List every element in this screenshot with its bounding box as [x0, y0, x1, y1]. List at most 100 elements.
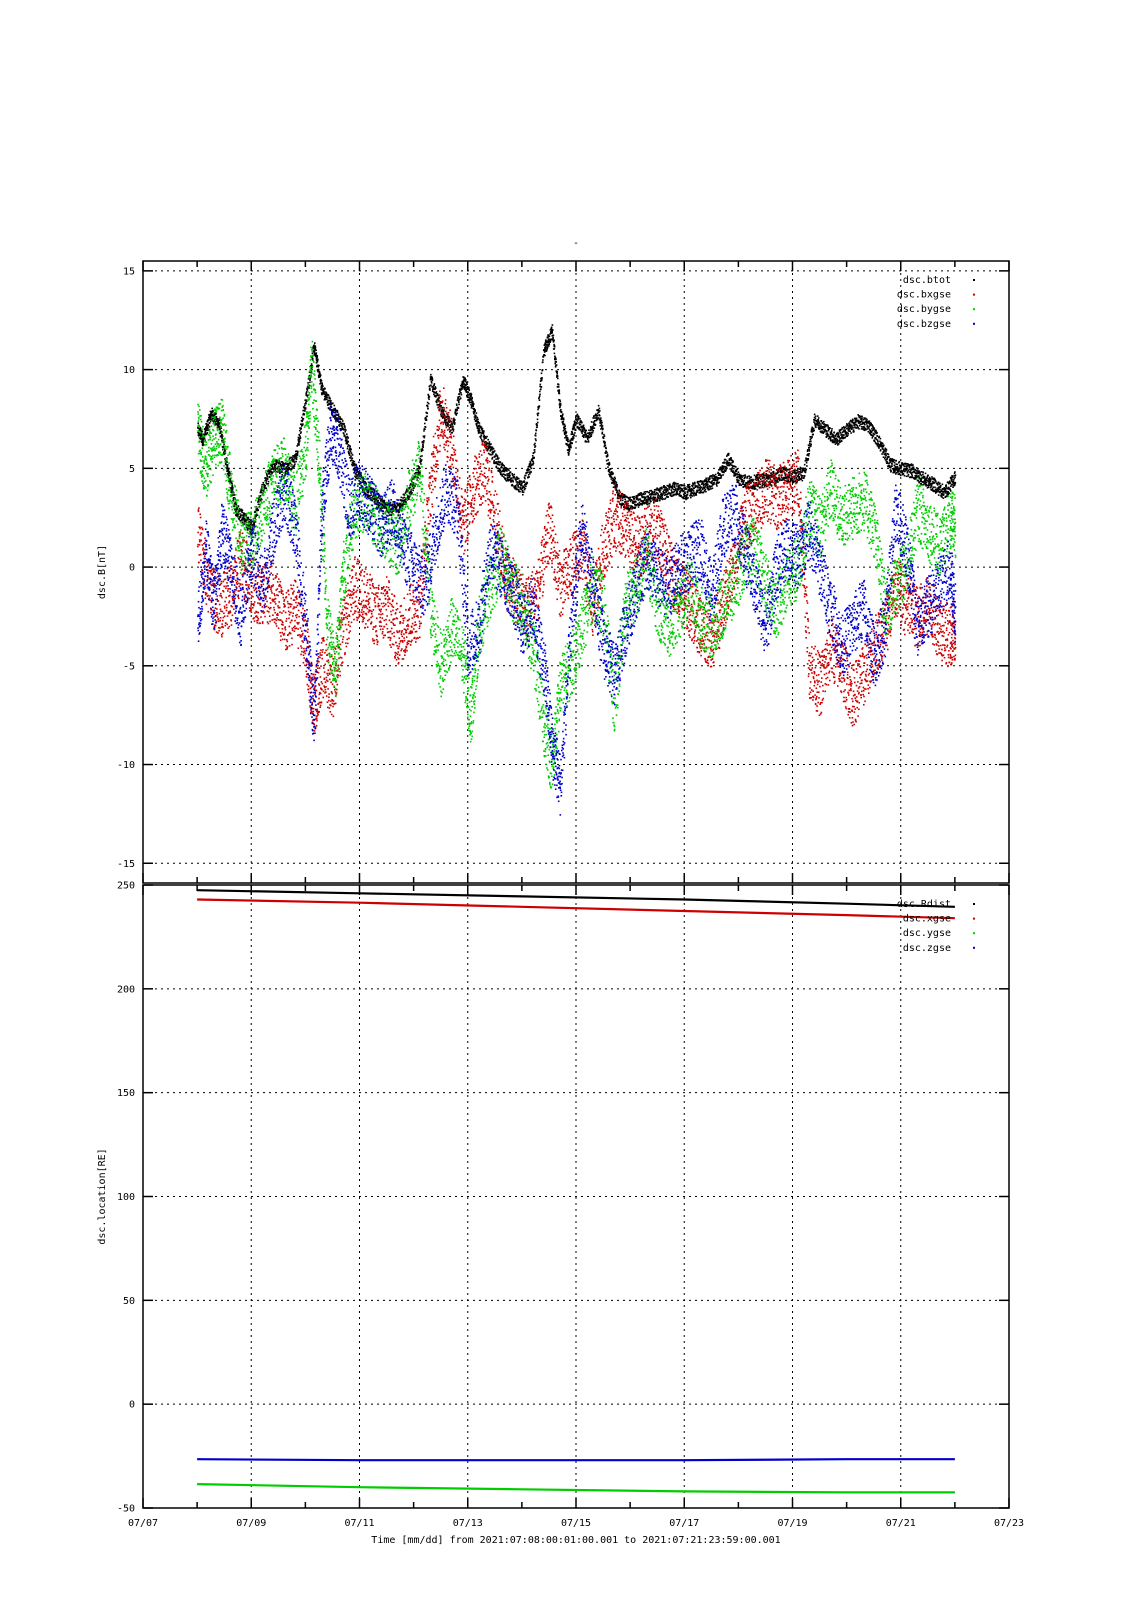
data-point	[197, 422, 199, 424]
data-point	[720, 476, 722, 478]
data-point	[569, 449, 571, 451]
data-point	[852, 427, 854, 429]
data-point	[268, 483, 270, 485]
data-point	[431, 382, 433, 384]
data-point	[656, 487, 658, 489]
data-point	[229, 473, 231, 475]
data-point	[653, 502, 655, 504]
data-point	[500, 461, 502, 463]
data-point	[665, 494, 667, 496]
data-point	[730, 458, 732, 460]
data-point	[701, 487, 703, 489]
data-point	[300, 437, 302, 439]
data-point	[725, 459, 727, 461]
data-point	[828, 430, 830, 432]
data-point	[592, 426, 594, 428]
data-point	[728, 454, 730, 456]
data-point	[555, 359, 557, 361]
data-point	[555, 361, 557, 363]
data-point	[477, 419, 479, 421]
data-point	[831, 430, 833, 432]
data-point	[629, 497, 631, 499]
data-point	[908, 469, 910, 471]
data-point	[665, 497, 667, 499]
data-point	[211, 408, 213, 410]
data-point	[304, 405, 306, 407]
data-point	[919, 471, 921, 473]
data-point	[647, 495, 649, 497]
data-point	[861, 416, 863, 418]
data-point	[673, 491, 675, 493]
data-point	[689, 484, 691, 486]
data-point	[676, 485, 678, 487]
data-point	[677, 491, 679, 493]
data-point	[589, 434, 591, 436]
data-point	[557, 375, 559, 377]
data-point	[468, 387, 470, 389]
data-point	[686, 496, 688, 498]
data-point	[354, 461, 356, 463]
data-point	[345, 429, 347, 431]
data-point	[747, 476, 749, 478]
data-point	[809, 450, 811, 452]
data-point	[607, 459, 609, 461]
data-point	[858, 428, 860, 430]
data-point	[266, 480, 268, 482]
data-point	[716, 483, 718, 485]
data-point	[728, 462, 730, 464]
data-point	[465, 379, 467, 381]
data-point	[553, 340, 555, 342]
data-point	[471, 407, 473, 409]
data-point	[428, 399, 430, 401]
data-point	[667, 488, 669, 490]
data-point	[602, 425, 604, 427]
data-point	[607, 466, 609, 468]
data-point	[521, 484, 523, 486]
data-point	[555, 366, 557, 368]
data-point	[655, 497, 657, 499]
data-point	[356, 472, 358, 474]
data-point	[858, 415, 860, 417]
data-point	[424, 437, 426, 439]
data-point	[606, 460, 608, 462]
data-point	[924, 476, 926, 478]
data-point	[603, 437, 605, 439]
data-point	[426, 419, 428, 421]
data-point	[436, 402, 438, 404]
data-point	[677, 494, 679, 496]
data-point	[907, 468, 909, 470]
data-point	[312, 353, 314, 355]
data-point	[851, 425, 853, 427]
data-point	[913, 467, 915, 469]
data-point	[202, 431, 204, 433]
data-point	[885, 456, 887, 458]
data-point	[430, 385, 432, 387]
data-point	[518, 478, 520, 480]
data-point	[470, 404, 472, 406]
data-point	[349, 454, 351, 456]
data-point	[295, 461, 297, 463]
data-point	[394, 504, 396, 506]
data-point	[541, 373, 543, 375]
data-point	[559, 390, 561, 392]
data-point	[699, 488, 701, 490]
data-point	[486, 436, 488, 438]
data-point	[869, 425, 871, 427]
data-point	[922, 472, 924, 474]
data-point	[540, 388, 542, 390]
data-point	[408, 498, 410, 500]
data-point	[567, 438, 569, 440]
data-point	[687, 497, 689, 499]
data-point	[501, 467, 503, 469]
data-point	[591, 435, 593, 437]
data-point	[684, 487, 686, 489]
data-point	[537, 422, 539, 424]
data-point	[472, 405, 474, 407]
data-point	[217, 418, 219, 420]
data-point	[609, 463, 611, 465]
data-point	[303, 418, 305, 420]
data-point	[468, 396, 470, 398]
data-point	[613, 486, 615, 488]
data-point	[421, 459, 423, 461]
data-point	[635, 501, 637, 503]
